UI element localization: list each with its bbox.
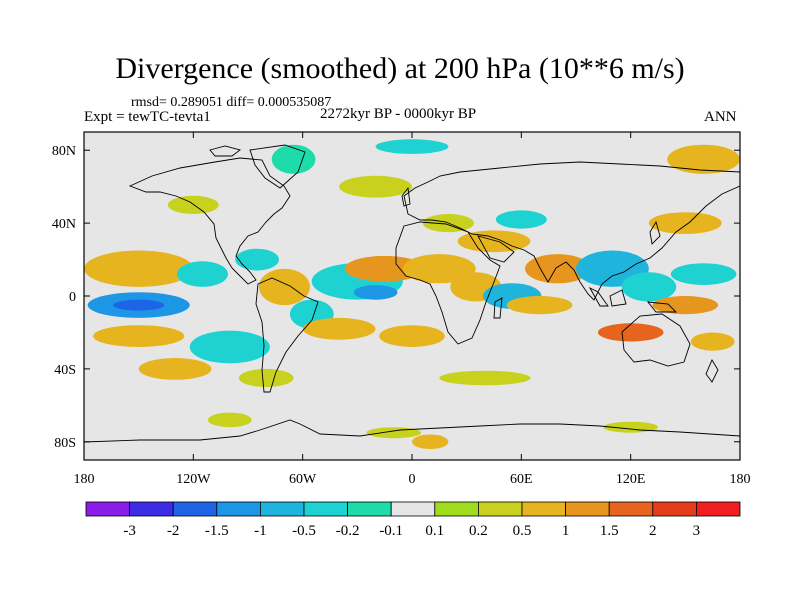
x-tick-label: 120W <box>176 472 211 487</box>
colorbar-label: 1 <box>562 523 570 539</box>
colorbar-box <box>86 502 130 516</box>
colorbar-label: -3 <box>123 523 136 539</box>
field-region <box>208 413 252 428</box>
colorbar-box <box>173 502 217 516</box>
field-region <box>622 272 677 301</box>
y-tick-label: 40N <box>52 217 76 232</box>
field-region <box>239 369 294 387</box>
colorbar-label: -0.1 <box>379 523 403 539</box>
field-region <box>376 139 449 154</box>
colorbar-box <box>609 502 653 516</box>
colorbar-box <box>304 502 348 516</box>
colorbar-box <box>522 502 566 516</box>
field-region <box>653 296 719 314</box>
colorbar-label: 1.5 <box>600 523 619 539</box>
x-tick-label: 180 <box>730 472 751 487</box>
colorbar-label: -0.2 <box>336 523 360 539</box>
field-region <box>667 145 740 174</box>
colorbar-box <box>130 502 174 516</box>
y-tick-label: 80N <box>52 144 76 159</box>
colorbar-label: 0.1 <box>425 523 444 539</box>
y-tick-label: 0 <box>69 290 76 305</box>
colorbar-box <box>566 502 610 516</box>
colorbar-box <box>391 502 435 516</box>
field-region <box>113 300 164 311</box>
field-region <box>272 145 316 174</box>
colorbar-label: 2 <box>649 523 657 539</box>
field-region <box>235 249 279 271</box>
colorbar: -3 -2 -1.5 -1 -0.5 -0.2 -0.1 0.1 0.2 0.5 1 1.5 2 3 <box>86 502 740 539</box>
field-region <box>439 371 530 386</box>
x-tick-label: 60E <box>510 472 533 487</box>
colorbar-label: 0.5 <box>513 523 532 539</box>
field-region <box>507 296 573 314</box>
colorbar-box <box>260 502 304 516</box>
field-region <box>93 325 184 347</box>
field-region <box>671 263 737 285</box>
field-region <box>84 251 193 287</box>
field-region <box>190 331 270 364</box>
field-region <box>354 285 398 300</box>
x-tick-label: 60W <box>289 472 317 487</box>
x-tick-label: 0 <box>409 472 416 487</box>
colorbar-label: 0.2 <box>469 523 488 539</box>
field-region <box>691 333 735 351</box>
x-tick-label: 120E <box>616 472 646 487</box>
field-region <box>496 210 547 228</box>
field-region <box>412 435 448 450</box>
colorbar-box <box>348 502 392 516</box>
field-region <box>598 323 664 341</box>
field-region <box>339 176 412 198</box>
colorbar-label: -2 <box>167 523 180 539</box>
colorbar-label: -1.5 <box>205 523 229 539</box>
field-region <box>367 427 422 438</box>
colorbar-box <box>217 502 261 516</box>
colorbar-box <box>435 502 479 516</box>
colorbar-box <box>478 502 522 516</box>
colorbar-label: 3 <box>693 523 701 539</box>
field-region <box>139 358 212 380</box>
y-tick-label: 80S <box>54 436 76 451</box>
field-region <box>259 269 310 305</box>
field-region <box>177 261 228 287</box>
field-region <box>303 318 376 340</box>
field-region <box>379 325 445 347</box>
colorbar-box <box>696 502 740 516</box>
field-region <box>649 212 722 234</box>
colorbar-label: -0.5 <box>292 523 316 539</box>
colorbar-box <box>653 502 697 516</box>
colorbar-label: -1 <box>254 523 267 539</box>
chart-canvas: 180 120W 60W 0 60E 120E 180 80N 40N 0 40S 80S -3 -2… <box>0 0 800 600</box>
y-tick-label: 40S <box>54 363 76 378</box>
x-tick-label: 180 <box>74 472 95 487</box>
